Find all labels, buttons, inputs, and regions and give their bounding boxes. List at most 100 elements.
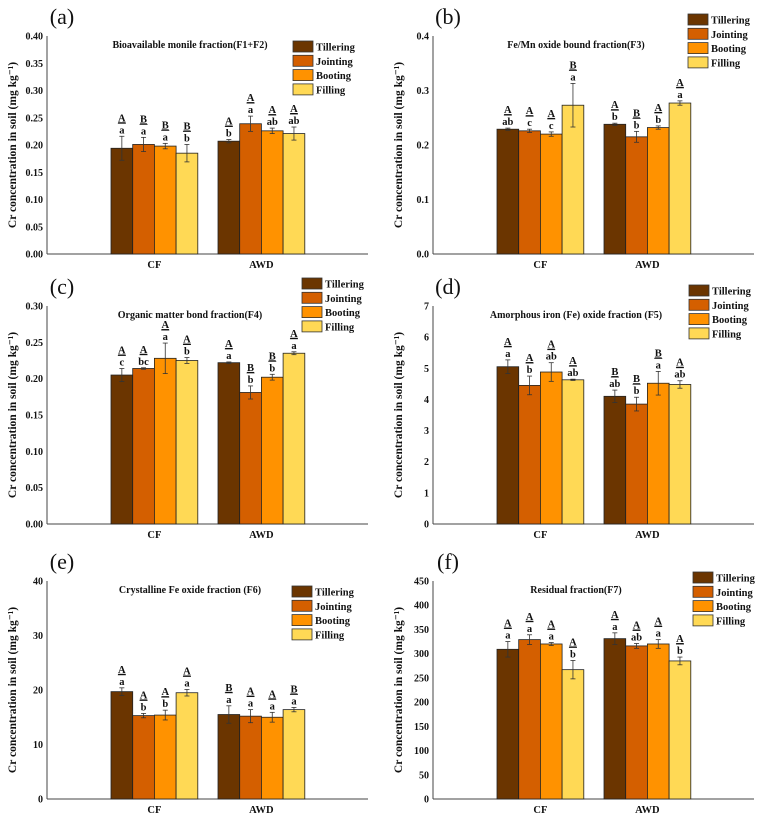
significance-lower: b (634, 120, 640, 131)
y-tick-label: 40 (33, 577, 43, 588)
significance-upper: A (611, 100, 619, 111)
x-tick-label: AWD (249, 530, 274, 541)
y-tick-label: 300 (414, 649, 429, 660)
significance-lower: b (162, 699, 168, 710)
x-tick-label: AWD (635, 805, 660, 816)
y-tick-label: 2 (424, 457, 429, 468)
y-tick-label: 0.30 (26, 86, 44, 97)
bar (260, 130, 284, 255)
significance-upper: A (161, 687, 169, 698)
legend-label: Tillering (712, 287, 752, 298)
legend-swatch (688, 284, 710, 297)
significance-upper: A (183, 666, 191, 677)
bar (539, 133, 563, 255)
significance-lower: ab (288, 116, 299, 127)
legend-label: Tillering (325, 280, 365, 291)
chart-panel: (f) Residual fraction(F7) 0 50 100 150 200 250 3… (393, 549, 756, 816)
legend-label: Filling (315, 630, 345, 641)
significance-upper: A (569, 637, 577, 648)
bar (217, 714, 241, 800)
y-axis-label: Cr concentration in soil (mg kg⁻¹) (393, 62, 405, 228)
y-tick-label: 3 (424, 426, 429, 437)
bar (646, 127, 670, 255)
y-axis-label: Cr concentration in soil (mg kg⁻¹) (7, 332, 19, 498)
bar (239, 715, 262, 800)
y-tick-label: 4 (424, 395, 429, 406)
bar (260, 376, 284, 525)
significance-lower: b (226, 129, 232, 140)
bar (518, 639, 541, 800)
bar (239, 392, 262, 525)
significance-upper: A (547, 620, 555, 631)
significance-lower: a (226, 695, 232, 706)
legend-swatch (688, 327, 710, 340)
x-tick-label: CF (533, 805, 547, 816)
significance-lower: ab (609, 379, 620, 390)
significance-lower: a (505, 631, 511, 642)
significance-lower: a (570, 72, 576, 83)
bar (561, 379, 585, 525)
significance-upper: A (140, 690, 148, 701)
significance-upper: A (268, 105, 276, 116)
significance-upper: B (633, 374, 640, 385)
significance-upper: B (247, 363, 254, 374)
y-tick-label: 0.15 (26, 168, 44, 179)
legend-label: Filling (712, 329, 742, 340)
significance-upper: A (676, 358, 684, 369)
y-tick-label: 350 (414, 625, 429, 636)
significance-upper: A (654, 103, 662, 114)
significance-upper: A (290, 329, 298, 340)
legend-label: Booting (316, 71, 352, 82)
legend-label: Booting (325, 308, 361, 319)
legend-swatch (687, 42, 709, 55)
legend-swatch (292, 40, 314, 53)
legend-swatch (692, 571, 714, 584)
significance-upper: B (183, 121, 190, 132)
bar (110, 147, 134, 255)
significance-lower: b (612, 112, 618, 123)
chart-title: Crystalline Fe oxide fraction (F6) (119, 585, 261, 596)
x-tick-label: CF (147, 530, 161, 541)
significance-lower: a (505, 349, 511, 360)
y-tick-label: 0.00 (26, 250, 44, 261)
legend: Tillering Jointing Booting Filling (687, 13, 751, 69)
y-tick-label: 5 (424, 364, 429, 375)
y-tick-label: 7 (424, 302, 429, 313)
significance-upper: A (676, 78, 684, 89)
y-tick-label: 200 (414, 698, 429, 709)
legend: Tillering Jointing Booting Filling (301, 277, 365, 333)
significance-upper: B (162, 120, 169, 131)
significance-lower: b (527, 365, 533, 376)
bar (282, 352, 306, 525)
legend-label: Tillering (716, 574, 756, 585)
legend-swatch (291, 628, 313, 641)
panel-label: (d) (435, 274, 461, 299)
significance-upper: A (526, 612, 534, 623)
significance-lower: b (141, 702, 147, 713)
significance-lower: b (184, 347, 190, 358)
y-tick-label: 0.40 (26, 32, 44, 43)
legend-swatch (301, 277, 323, 290)
legend: Tillering Jointing Booting Filling (692, 571, 756, 627)
bar (496, 366, 520, 525)
x-tick-label: AWD (635, 530, 660, 541)
significance-upper: A (547, 109, 555, 120)
bar (625, 403, 648, 525)
bar (153, 714, 177, 800)
legend-swatch (292, 54, 314, 67)
bar (496, 128, 520, 255)
y-tick-label: 0.0 (417, 250, 430, 261)
chart-panel: (e) Crystalline Fe oxide fraction (F6) 0 10… (7, 549, 368, 816)
x-tick-label: CF (147, 805, 161, 816)
bar (217, 140, 241, 255)
chart-panel: (c) Organic matter bond fraction(F4) 0.00 0… (7, 274, 368, 541)
y-tick-label: 30 (33, 631, 43, 642)
legend-swatch (687, 56, 709, 69)
significance-upper: A (569, 356, 577, 367)
significance-upper: A (290, 104, 298, 115)
legend-swatch (291, 585, 313, 598)
significance-lower: ab (567, 368, 578, 379)
bar (625, 645, 648, 800)
legend: Tillering Jointing Booting Filling (688, 284, 752, 340)
